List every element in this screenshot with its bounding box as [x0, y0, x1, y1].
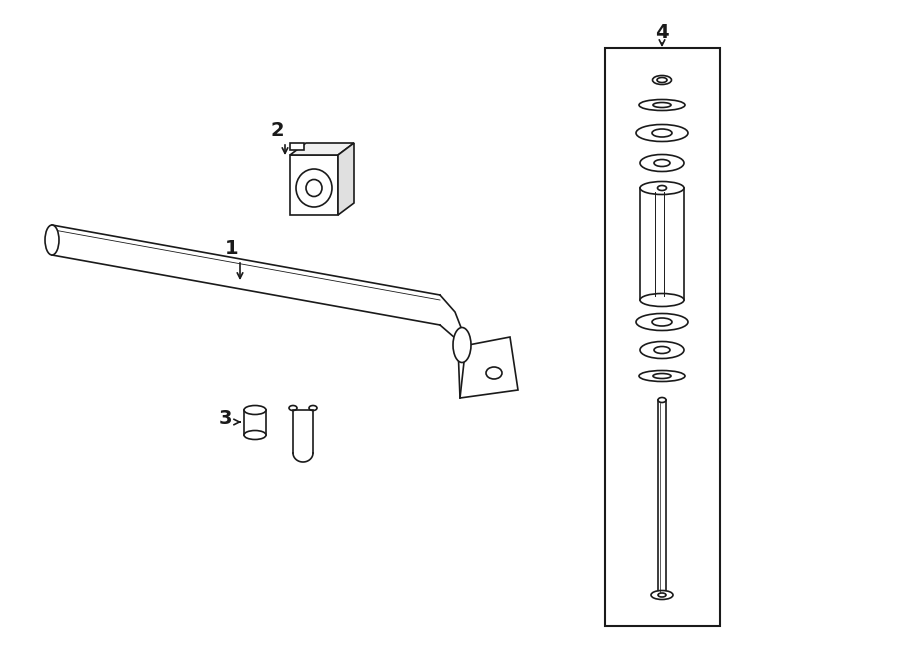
- Ellipse shape: [654, 346, 670, 354]
- Bar: [290, 155, 338, 215]
- Ellipse shape: [45, 225, 59, 255]
- Ellipse shape: [651, 590, 673, 600]
- Text: 3: 3: [218, 408, 232, 428]
- Ellipse shape: [636, 313, 688, 330]
- Ellipse shape: [658, 397, 666, 403]
- Ellipse shape: [640, 293, 684, 307]
- Ellipse shape: [640, 182, 684, 194]
- Ellipse shape: [636, 124, 688, 141]
- Ellipse shape: [296, 169, 332, 207]
- Ellipse shape: [652, 129, 672, 137]
- Ellipse shape: [640, 342, 684, 358]
- Bar: [640, 188, 684, 300]
- Text: 4: 4: [655, 22, 669, 42]
- Ellipse shape: [652, 318, 672, 326]
- Bar: [605, 48, 720, 626]
- Ellipse shape: [309, 405, 317, 410]
- Ellipse shape: [306, 180, 322, 196]
- Text: 1: 1: [225, 239, 238, 258]
- Ellipse shape: [453, 327, 471, 362]
- Ellipse shape: [657, 77, 667, 83]
- Ellipse shape: [244, 430, 266, 440]
- Polygon shape: [290, 143, 354, 155]
- Ellipse shape: [639, 100, 685, 110]
- Bar: [244, 410, 266, 435]
- Text: 2: 2: [270, 120, 284, 139]
- Ellipse shape: [658, 186, 667, 190]
- Ellipse shape: [652, 75, 671, 85]
- Ellipse shape: [653, 373, 671, 379]
- Polygon shape: [290, 143, 304, 150]
- Ellipse shape: [640, 155, 684, 171]
- Ellipse shape: [654, 159, 670, 167]
- Ellipse shape: [244, 405, 266, 414]
- Ellipse shape: [486, 367, 502, 379]
- Bar: [658, 400, 666, 595]
- Ellipse shape: [639, 371, 685, 381]
- Polygon shape: [338, 143, 354, 215]
- Ellipse shape: [289, 405, 297, 410]
- Ellipse shape: [658, 593, 666, 597]
- Polygon shape: [458, 337, 518, 398]
- Ellipse shape: [653, 102, 671, 108]
